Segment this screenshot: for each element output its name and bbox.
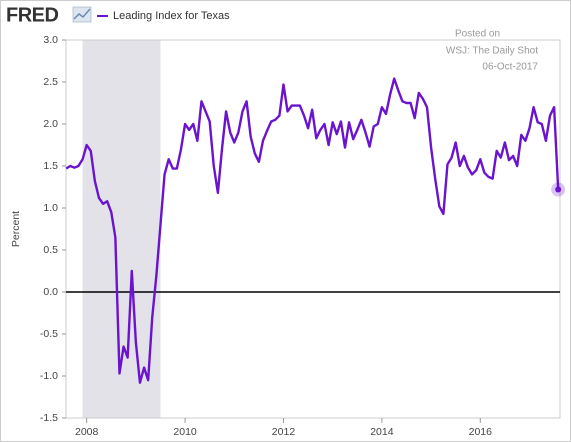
y-tick-label: 2.0 <box>43 118 58 130</box>
logo: FRED <box>6 4 59 26</box>
logo-icon <box>72 6 92 23</box>
x-tick-label: 2010 <box>173 426 197 438</box>
series-line <box>65 77 560 384</box>
y-tick-label: -1.5 <box>40 412 58 424</box>
plot-border <box>65 39 561 419</box>
plot-area: -1.5 -1.0 -0.5 0.0 0.5 1.0 1.5 2.0 2.5 3.0 2008 201… <box>40 34 566 438</box>
y-tick-label: -1.0 <box>40 370 58 382</box>
y-tick-label: 2.5 <box>43 76 58 88</box>
annotation: WSJ: The Daily Shot <box>446 46 538 57</box>
x-tick-label: 2014 <box>370 426 394 438</box>
y-tick-label: 1.5 <box>43 160 58 172</box>
y-tick-label: 0.0 <box>43 286 58 298</box>
annotation: 06-Oct-2017 <box>482 62 538 73</box>
x-tick-label: 2008 <box>75 426 99 438</box>
x-tick-label: 2012 <box>272 426 296 438</box>
y-tick-label: 0.5 <box>43 244 58 256</box>
last-point <box>555 186 562 193</box>
y-axis-label: Percent <box>10 211 22 247</box>
y-tick-label: -0.5 <box>40 328 58 340</box>
y-tick-label: 1.0 <box>43 202 58 214</box>
legend-label: Leading Index for Texas <box>113 10 230 22</box>
x-tick-label: 2016 <box>469 426 493 438</box>
y-tick-label: 3.0 <box>43 34 58 46</box>
annotation: Posted on <box>455 29 500 40</box>
